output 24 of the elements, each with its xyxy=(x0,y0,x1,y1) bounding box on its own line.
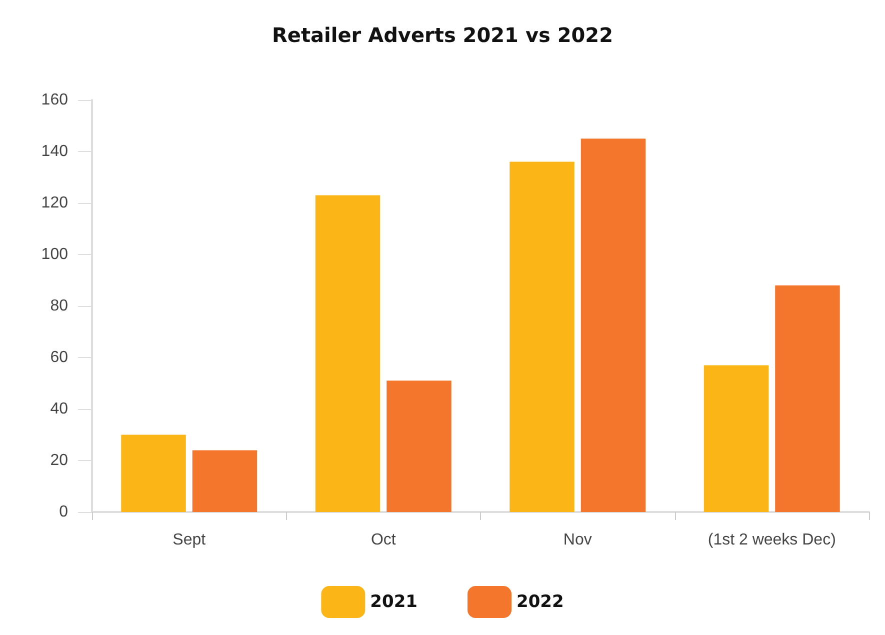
bar xyxy=(386,380,452,512)
bar xyxy=(510,162,574,512)
bar xyxy=(315,195,380,512)
x-tick-label: Nov xyxy=(563,532,592,548)
bar xyxy=(580,138,646,512)
legend-label: 2021 xyxy=(370,592,418,612)
y-tick-label: 80 xyxy=(50,298,68,314)
y-tick-label: 120 xyxy=(41,194,68,212)
x-tick-label: (1st 2 weeks Dec) xyxy=(708,532,836,548)
y-tick-label: 100 xyxy=(41,246,68,263)
y-tick-label: 60 xyxy=(50,349,68,366)
y-tick-label: 140 xyxy=(41,143,68,160)
x-tick-label: Oct xyxy=(370,532,396,548)
bar xyxy=(121,434,186,512)
y-tick-label: 160 xyxy=(41,92,68,108)
bar xyxy=(704,365,769,512)
y-tick-label: 0 xyxy=(59,504,68,520)
bar xyxy=(192,450,258,512)
x-tick-label: Sept xyxy=(172,532,206,548)
legend-label: 2022 xyxy=(516,592,564,612)
bar xyxy=(775,285,840,512)
y-tick-label: 20 xyxy=(50,452,68,469)
chart-title: Retailer Adverts 2021 vs 2022 xyxy=(272,23,614,47)
y-tick-label: 40 xyxy=(50,400,68,418)
